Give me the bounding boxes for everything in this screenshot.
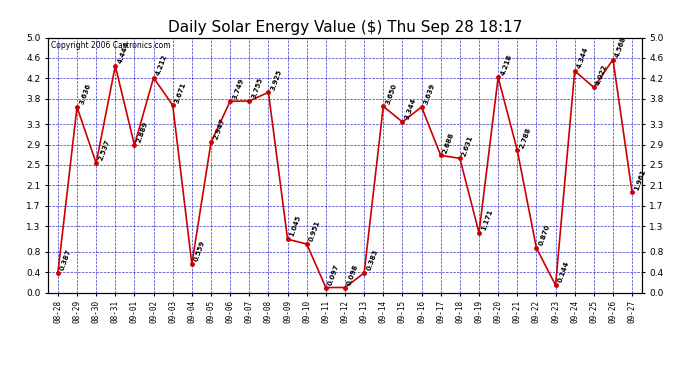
Text: 4.568: 4.568 xyxy=(614,35,628,58)
Text: 2.631: 2.631 xyxy=(461,134,475,157)
Text: 3.344: 3.344 xyxy=(404,98,417,121)
Text: 3.639: 3.639 xyxy=(423,82,436,105)
Text: 2.788: 2.788 xyxy=(519,126,532,149)
Title: Daily Solar Energy Value ($) Thu Sep 28 18:17: Daily Solar Energy Value ($) Thu Sep 28 … xyxy=(168,20,522,35)
Text: 0.951: 0.951 xyxy=(308,220,322,243)
Text: 3.636: 3.636 xyxy=(79,83,92,106)
Text: 0.870: 0.870 xyxy=(538,224,551,247)
Text: 4.344: 4.344 xyxy=(576,46,589,70)
Text: 3.671: 3.671 xyxy=(174,81,187,104)
Text: 3.925: 3.925 xyxy=(270,68,283,91)
Text: 0.144: 0.144 xyxy=(557,261,570,284)
Text: 2.537: 2.537 xyxy=(97,139,110,162)
Text: 3.650: 3.650 xyxy=(384,82,398,105)
Text: 2.889: 2.889 xyxy=(136,121,149,144)
Text: 4.444: 4.444 xyxy=(117,41,130,64)
Text: 0.097: 0.097 xyxy=(327,263,340,286)
Text: 4.218: 4.218 xyxy=(500,53,513,76)
Text: 2.947: 2.947 xyxy=(213,118,226,141)
Text: 0.098: 0.098 xyxy=(346,263,359,286)
Text: 0.559: 0.559 xyxy=(193,240,206,262)
Text: 4.022: 4.022 xyxy=(595,63,609,86)
Text: 2.688: 2.688 xyxy=(442,131,455,154)
Text: 1.171: 1.171 xyxy=(480,209,493,231)
Text: 3.749: 3.749 xyxy=(232,77,245,100)
Text: 0.387: 0.387 xyxy=(59,248,72,272)
Text: 1.045: 1.045 xyxy=(289,215,302,238)
Text: 1.961: 1.961 xyxy=(633,168,647,191)
Text: 0.383: 0.383 xyxy=(366,249,379,272)
Text: 3.755: 3.755 xyxy=(250,77,264,100)
Text: 4.212: 4.212 xyxy=(155,54,168,76)
Text: Copyright 2006 Cartronics.com: Copyright 2006 Cartronics.com xyxy=(51,41,171,50)
